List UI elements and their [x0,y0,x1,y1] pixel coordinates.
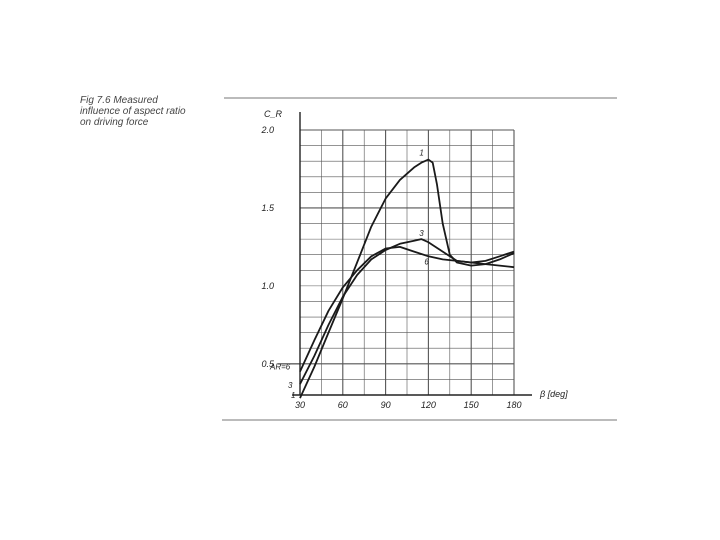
series-label-3-peak: 3 [419,229,424,238]
x-tick-label: 30 [295,400,305,410]
x-tick-label: 180 [506,400,521,410]
caption-line-2: influence of aspect ratio [80,106,186,117]
chart-tick-labels: 0.5 1.0 1.5 2.0 30 60 90 120 150 180 C_R β [deg] [260,109,568,410]
chart-axes [278,112,532,396]
series-label-ar6-start: AR=6 [269,363,291,372]
chart-grid [300,129,515,395]
x-axis-label: β [deg] [539,389,568,399]
series-line-6 [299,246,515,372]
series-label-1-peak: 1 [419,149,423,158]
y-tick-label: 2.0 [260,125,274,135]
caption-line-3: on driving force [80,117,149,128]
y-axis-label: C_R [264,109,283,119]
caption-line-1: Fig 7.6 Measured [80,95,158,106]
y-tick-label: 0.5 [261,359,275,369]
y-tick-label: 1.0 [261,281,274,291]
x-tick-label: 150 [464,400,479,410]
series-line-3 [299,238,515,385]
chart-series [299,158,515,399]
series-label-6-mid: 6 [424,257,429,266]
x-tick-label: 60 [338,400,348,410]
x-tick-label: 90 [381,400,391,410]
figure-caption: Fig 7.6 Measured influence of aspect rat… [80,95,220,128]
y-tick-label: 1.5 [261,203,275,213]
series-label-1-start: 1 [291,391,295,400]
x-tick-label: 120 [421,400,436,410]
series-label-3-start: 3 [288,381,293,390]
